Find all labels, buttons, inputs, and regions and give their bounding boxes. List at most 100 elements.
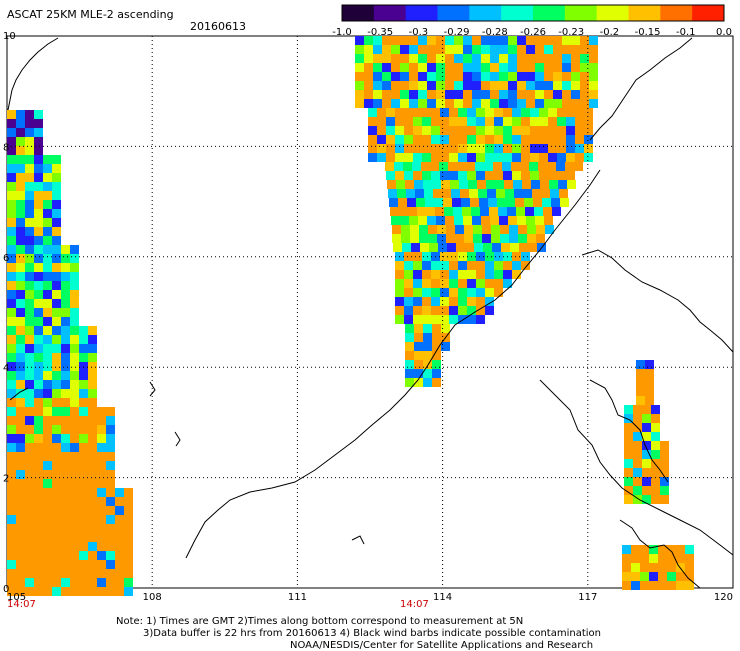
wind-cell (395, 117, 404, 126)
wind-cell (400, 54, 409, 63)
wind-cell (7, 245, 16, 254)
colorbar-frame (341, 4, 725, 22)
wind-cell (429, 243, 438, 252)
wind-cell (481, 72, 490, 81)
wind-cell (43, 398, 52, 407)
wind-cell (449, 171, 458, 180)
wind-cell (436, 45, 445, 54)
wind-cell (34, 560, 43, 569)
wind-cell (458, 297, 467, 306)
wind-cell (61, 407, 70, 416)
wind-cell (467, 171, 476, 180)
wind-cell (530, 126, 539, 135)
wind-cell (463, 90, 472, 99)
wind-cell (34, 416, 43, 425)
wind-cell (43, 434, 52, 443)
wind-cell (658, 563, 667, 572)
wind-cell (418, 63, 427, 72)
wind-cell (651, 423, 660, 432)
wind-cell (16, 488, 25, 497)
wind-cell (454, 54, 463, 63)
wind-cell (382, 72, 391, 81)
colorbar-tick-label: -0.3 (409, 27, 429, 38)
wind-cell (431, 126, 440, 135)
wind-cell (485, 297, 494, 306)
wind-cell (25, 209, 34, 218)
wind-cell (431, 297, 440, 306)
wind-cell (61, 569, 70, 578)
wind-cell (544, 45, 553, 54)
wind-cell (521, 171, 530, 180)
wind-cell (34, 389, 43, 398)
wind-cell (16, 110, 25, 119)
wind-cell (445, 45, 454, 54)
wind-cell (7, 182, 16, 191)
wind-cell (373, 90, 382, 99)
wind-cell (467, 261, 476, 270)
wind-cell (528, 243, 537, 252)
wind-cell (106, 416, 115, 425)
wind-cell (7, 380, 16, 389)
wind-cell (427, 99, 436, 108)
wind-cell (382, 90, 391, 99)
wind-cell (484, 162, 493, 171)
wind-cell (490, 36, 499, 45)
wind-cell (106, 443, 115, 452)
wind-cell (624, 441, 633, 450)
wind-cell (445, 63, 454, 72)
wind-cell (421, 162, 430, 171)
wind-cell (566, 153, 575, 162)
wind-cell (43, 560, 52, 569)
wind-cell (589, 63, 598, 72)
wind-cell (25, 155, 34, 164)
colorbar-segment (628, 5, 661, 21)
wind-cell (16, 569, 25, 578)
wind-cell (676, 572, 685, 581)
wind-cell (482, 225, 491, 234)
wind-cell (52, 353, 61, 362)
wind-cell (589, 45, 598, 54)
wind-cell (633, 405, 642, 414)
wind-cell (649, 545, 658, 554)
wind-cell (464, 234, 473, 243)
wind-cell (436, 36, 445, 45)
wind-cell (405, 378, 414, 387)
wind-cell (34, 290, 43, 299)
wind-cell (16, 560, 25, 569)
wind-cell (472, 99, 481, 108)
wind-cell (413, 261, 422, 270)
wind-cell (476, 144, 485, 153)
wind-cell (106, 569, 115, 578)
wind-cell (16, 533, 25, 542)
wind-cell (386, 153, 395, 162)
wind-cell (501, 243, 510, 252)
wind-cell (512, 252, 521, 261)
wind-cell (25, 173, 34, 182)
wind-cell (508, 45, 517, 54)
wind-cell (52, 290, 61, 299)
wind-cell (518, 234, 527, 243)
wind-cell (413, 153, 422, 162)
wind-cell (52, 497, 61, 506)
wind-cell (43, 515, 52, 524)
wind-cell (70, 578, 79, 587)
wind-cell (454, 90, 463, 99)
wind-cell (508, 36, 517, 45)
wind-cell (43, 533, 52, 542)
wind-cell (25, 227, 34, 236)
wind-cell (660, 486, 669, 495)
wind-cell (16, 128, 25, 137)
wind-cell (34, 209, 43, 218)
wind-cell (520, 162, 529, 171)
wind-cell (88, 443, 97, 452)
wind-cell (396, 180, 405, 189)
wind-cell (377, 135, 386, 144)
wind-cell (463, 36, 472, 45)
wind-cell (418, 90, 427, 99)
wind-cell (422, 270, 431, 279)
wind-cell (7, 137, 16, 146)
wind-cell (395, 270, 404, 279)
wind-cell (79, 389, 88, 398)
wind-cell (115, 488, 124, 497)
wind-cell (7, 326, 16, 335)
